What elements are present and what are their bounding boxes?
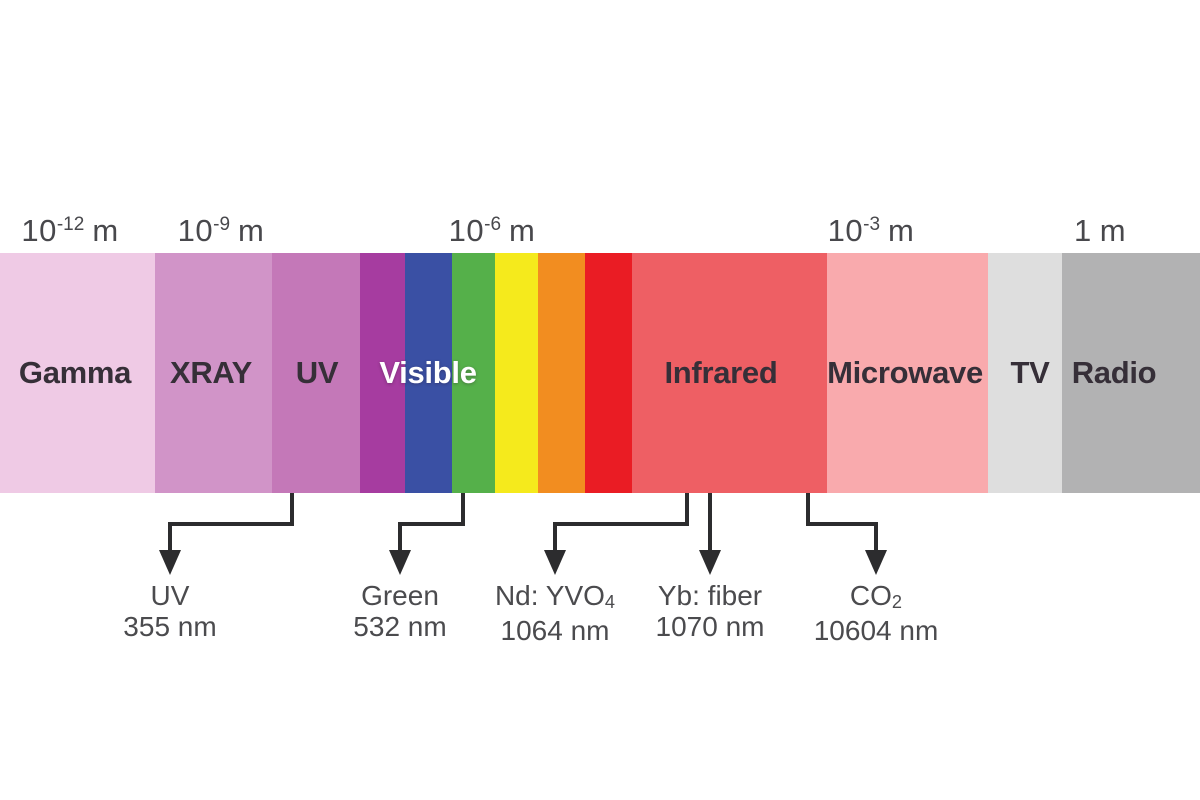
scale-base: 10 (827, 213, 864, 248)
uv-laser-arrowhead-icon (159, 550, 181, 575)
co2-laser-connector-drop (806, 493, 810, 526)
label-text: 1064 nm (500, 615, 610, 646)
scale-unit: m (238, 213, 265, 248)
label-text: Yb: fiber (657, 580, 763, 611)
band-label-uv: UV (295, 355, 339, 390)
band-visible-yellow (495, 253, 538, 493)
scale-exponent: -12 (56, 214, 85, 235)
spectrum-bar (0, 253, 1200, 493)
scale-mark-10-3: 10-3 m (828, 213, 915, 249)
uv-laser-connector-drop (290, 493, 294, 526)
scale-base: 10 (448, 213, 485, 248)
label-text: Green (361, 580, 439, 611)
label-text: UV (150, 580, 190, 611)
label-text: 10604 nm (813, 615, 939, 646)
nd-yvo4-laser-connector-elbow (553, 522, 689, 526)
scale-exponent: -3 (863, 214, 881, 235)
nd-yvo4-laser-label-line-1: Nd: YVO4 (495, 580, 615, 615)
scale-base: 10 (177, 213, 214, 248)
band-label-radio: Radio (1071, 355, 1157, 390)
band-label-xray: XRAY (169, 355, 253, 390)
label-text: CO (849, 580, 892, 611)
scale-mark-10-9: 10-9 m (178, 213, 265, 249)
co2-laser-label-line-2: 10604 nm (814, 615, 939, 646)
scale-unit: m (92, 213, 119, 248)
label-text: Nd: YVO (494, 580, 605, 611)
scale-exponent: -9 (213, 214, 231, 235)
uv-laser-label: UV 355 nm (123, 580, 216, 642)
co2-laser-arrowhead-icon (865, 550, 887, 575)
band-visible-green (452, 253, 495, 493)
scale-base: 1 (1073, 213, 1092, 248)
label-text: 1070 nm (655, 611, 765, 642)
yb-fiber-laser-arrowhead-icon (699, 550, 721, 575)
co2-laser-label-line-1: CO2 (814, 580, 939, 615)
yb-fiber-laser-label-line-1: Yb: fiber (656, 580, 765, 611)
co2-laser-connector-stem (874, 522, 878, 550)
uv-laser-label-line-1: UV (123, 580, 216, 611)
band-radio (1062, 253, 1200, 493)
nd-yvo4-laser-connector-stem (553, 522, 557, 550)
yb-fiber-laser-connector-line (708, 493, 712, 550)
band-uv (272, 253, 360, 493)
band-visible-blue (405, 253, 452, 493)
co2-laser-connector-elbow (806, 522, 878, 526)
band-label-tv: TV (1010, 355, 1050, 390)
band-label-gamma: Gamma (18, 355, 132, 390)
scale-unit: m (888, 213, 915, 248)
band-visible-violet (360, 253, 405, 493)
band-label-visible: Visible (379, 355, 477, 390)
scale-unit: m (1099, 213, 1127, 248)
green-laser-connector-stem (398, 522, 402, 550)
uv-laser-connector-stem (168, 522, 172, 550)
nd-yvo4-laser-connector-drop (685, 493, 689, 526)
label-subscript: 4 (604, 592, 616, 613)
green-laser-label-line-1: Green (353, 580, 446, 611)
green-laser-connector-drop (461, 493, 465, 526)
uv-laser-connector-elbow (168, 522, 294, 526)
band-xray (155, 253, 272, 493)
green-laser-label: Green 532 nm (353, 580, 446, 642)
yb-fiber-laser-label-line-2: 1070 nm (656, 611, 765, 642)
label-text: 532 nm (353, 611, 447, 642)
scale-exponent: -6 (484, 214, 502, 235)
green-laser-arrowhead-icon (389, 550, 411, 575)
nd-yvo4-laser-label-line-2: 1064 nm (495, 615, 615, 646)
band-gamma (0, 253, 155, 493)
band-visible-orange (538, 253, 585, 493)
yb-fiber-laser-label: Yb: fiber 1070 nm (656, 580, 765, 642)
scale-mark-10-12: 10-12 m (21, 213, 118, 249)
label-subscript: 2 (891, 592, 903, 613)
band-label-infrared: Infrared (664, 355, 778, 390)
band-label-microwave: Microwave (827, 355, 983, 390)
green-laser-connector-elbow (398, 522, 465, 526)
band-tv (988, 253, 1062, 493)
scale-unit: m (509, 213, 536, 248)
green-laser-label-line-2: 532 nm (353, 611, 446, 642)
label-text: 355 nm (123, 611, 217, 642)
uv-laser-label-line-2: 355 nm (123, 611, 216, 642)
band-infrared (632, 253, 827, 493)
nd-yvo4-laser-arrowhead-icon (544, 550, 566, 575)
co2-laser-label: CO2 10604 nm (814, 580, 939, 646)
band-visible-red (585, 253, 632, 493)
scale-base: 10 (21, 213, 57, 248)
nd-yvo4-laser-label: Nd: YVO4 1064 nm (495, 580, 615, 646)
scale-mark-10-6: 10-6 m (449, 213, 536, 249)
band-microwave (827, 253, 988, 493)
